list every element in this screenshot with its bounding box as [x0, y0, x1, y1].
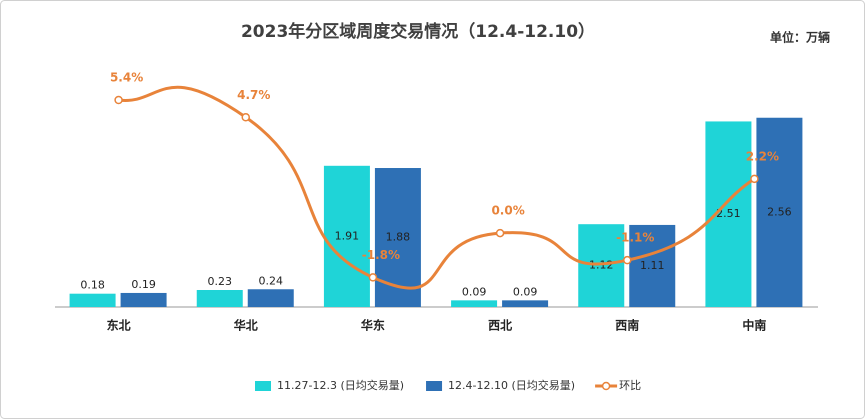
bar — [374, 168, 421, 307]
x-tick-label: 西北 — [488, 318, 512, 333]
legend-swatch — [426, 381, 443, 391]
bar-value-label: 0.09 — [513, 285, 538, 298]
line-point — [495, 228, 505, 238]
bar-value-label: 1.11 — [640, 259, 665, 272]
line-point — [623, 255, 632, 265]
bar — [69, 293, 116, 307]
x-tick-label: 西南 — [615, 318, 639, 333]
bar — [451, 300, 498, 307]
bar-value-label: 0.23 — [208, 275, 233, 288]
line-point — [114, 95, 123, 105]
legend-label: 环比 — [619, 379, 641, 392]
bar — [502, 300, 549, 307]
line-value-label: -1.1% — [616, 231, 654, 245]
bar — [705, 121, 752, 307]
x-tick-label: 华东 — [361, 318, 385, 333]
bar — [629, 224, 676, 307]
legend-label: 12.4-12.10 (日均交易量) — [448, 378, 575, 392]
bar-value-label: 1.88 — [386, 231, 411, 244]
line-value-label: 0.0% — [491, 204, 524, 218]
line-value-label: -1.8% — [362, 248, 400, 262]
line — [118, 85, 756, 290]
bar-value-label: 2.56 — [767, 205, 792, 218]
chart-title: 2023年分区域周度交易情况（12.4-12.10） — [241, 21, 595, 42]
legend-label: 11.27-12.3 (日均交易量) — [277, 378, 404, 392]
bar — [578, 224, 625, 307]
line-point — [368, 273, 378, 282]
x-tick-label: 华北 — [234, 318, 258, 333]
line-value-label: 5.4% — [110, 71, 143, 85]
x-tick-label: 东北 — [107, 318, 131, 333]
bar-value-label: 0.09 — [462, 285, 487, 298]
line-point — [241, 113, 250, 122]
line-point — [750, 174, 759, 184]
bar-value-label: 2.51 — [716, 207, 741, 220]
bar — [247, 289, 294, 307]
bar — [120, 292, 167, 307]
x-tick-label: 中南 — [742, 318, 766, 333]
line-value-label: 2.2% — [746, 149, 779, 163]
legend-swatch — [601, 381, 611, 391]
line-value-label: 4.7% — [237, 88, 270, 102]
bar-value-label: 0.19 — [131, 278, 156, 291]
bar-value-label: 0.18 — [80, 279, 105, 292]
bar — [196, 289, 243, 307]
bar — [323, 165, 370, 307]
bar-value-label: 1.91 — [335, 229, 360, 242]
bar — [756, 117, 803, 307]
bar-value-label: 0.24 — [259, 274, 284, 287]
unit-label: 单位：万辆 — [770, 30, 830, 45]
legend-swatch — [255, 381, 271, 391]
